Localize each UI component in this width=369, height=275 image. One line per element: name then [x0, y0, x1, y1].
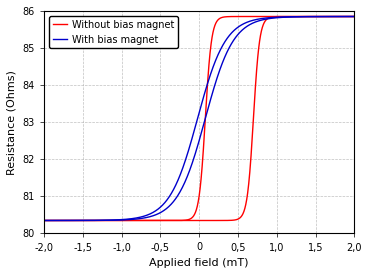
Without bias magnet	[42, 219, 46, 222]
With bias magnet	[58, 219, 62, 222]
With bias magnet	[193, 127, 197, 130]
Legend: Without bias magnet, With bias magnet: Without bias magnet, With bias magnet	[49, 16, 178, 48]
With bias magnet	[343, 15, 347, 18]
With bias magnet	[184, 155, 189, 158]
Without bias magnet	[343, 15, 348, 18]
X-axis label: Applied field (mT): Applied field (mT)	[149, 258, 249, 268]
Line: Without bias magnet: Without bias magnet	[44, 16, 354, 221]
Y-axis label: Resistance (Ohms): Resistance (Ohms)	[7, 70, 17, 175]
Without bias magnet	[352, 15, 356, 18]
Without bias magnet	[184, 218, 189, 222]
With bias magnet	[42, 219, 46, 222]
Without bias magnet	[286, 15, 290, 18]
Without bias magnet	[58, 219, 62, 222]
With bias magnet	[352, 15, 356, 18]
With bias magnet	[286, 15, 290, 18]
Without bias magnet	[343, 15, 348, 18]
Without bias magnet	[193, 212, 197, 215]
Without bias magnet	[309, 15, 314, 18]
With bias magnet	[343, 15, 348, 18]
Line: With bias magnet: With bias magnet	[44, 16, 354, 221]
